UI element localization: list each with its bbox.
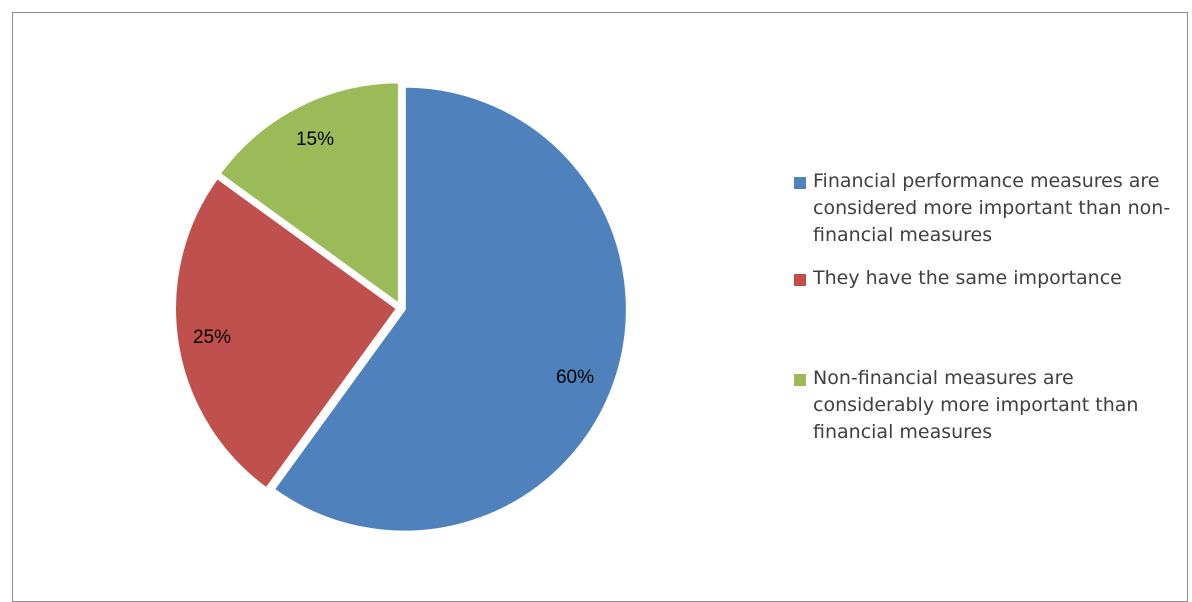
legend-label-financial: Financial performance measures are consi… <box>813 170 1171 246</box>
legend: Financial performance measures are consi… <box>794 168 1184 446</box>
data-label-same-importance: 25% <box>193 327 231 348</box>
pie-slice-non-financial <box>217 80 401 307</box>
legend-item-non-financial: Non-financial measures are considerably … <box>794 365 1184 446</box>
legend-item-same-importance: They have the same importance <box>794 265 1184 365</box>
legend-swatch-financial <box>794 177 806 189</box>
legend-swatch-non-financial <box>794 374 806 386</box>
legend-swatch-same-importance <box>794 274 806 286</box>
legend-label-non-financial: Non-financial measures are considerably … <box>813 367 1139 443</box>
legend-label-same-importance: They have the same importance <box>813 267 1122 289</box>
pie-slice-same-importance <box>173 175 400 491</box>
pie-slice-financial <box>271 84 629 534</box>
data-label-financial: 60% <box>556 367 594 388</box>
legend-item-financial: Financial performance measures are consi… <box>794 168 1184 265</box>
data-label-non-financial: 15% <box>296 129 334 150</box>
